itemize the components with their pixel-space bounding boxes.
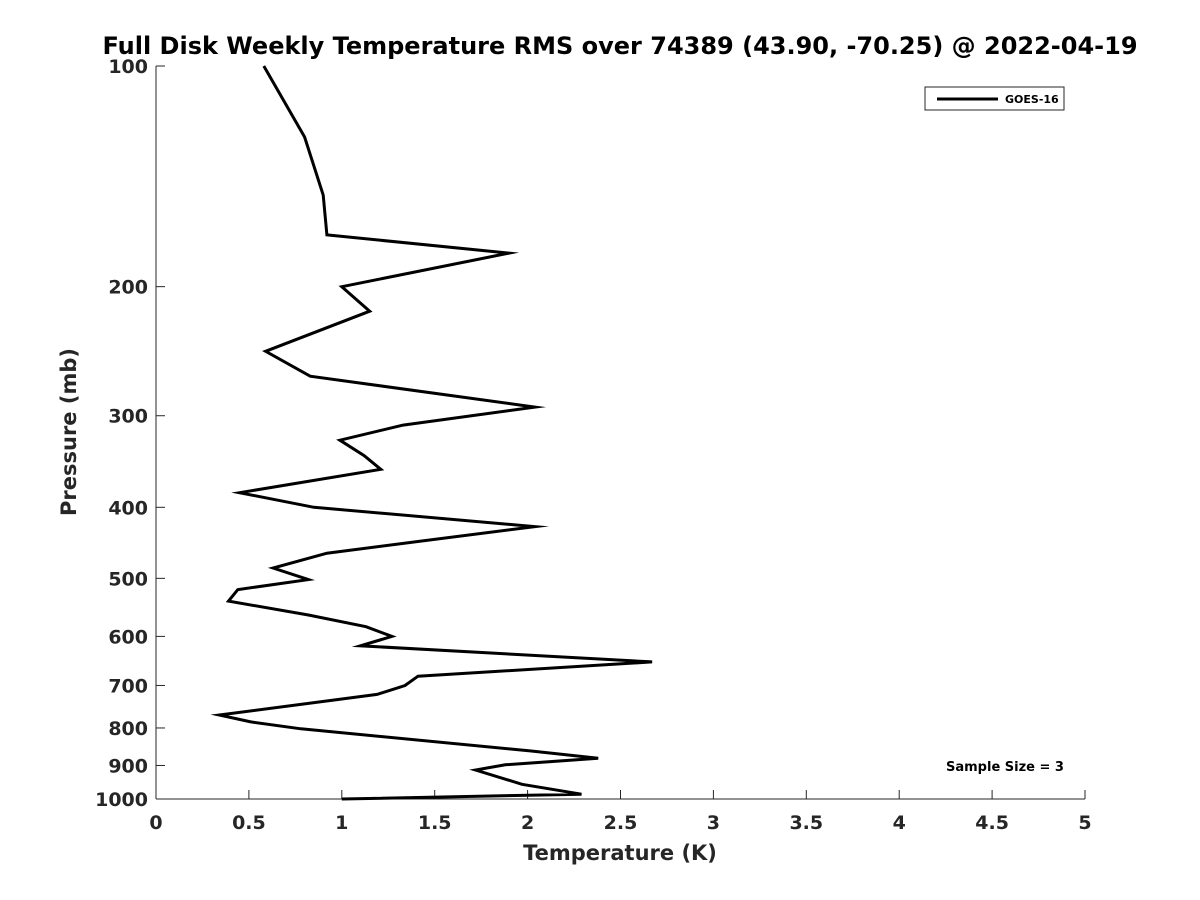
- x-tick-label: 3: [707, 812, 720, 834]
- y-tick-label: 300: [108, 406, 148, 428]
- x-tick-label: 1: [335, 812, 348, 834]
- x-tick-label: 4.5: [975, 812, 1009, 834]
- x-tick-label: 4: [893, 812, 906, 834]
- sample-size-annotation: Sample Size = 3: [946, 760, 1064, 775]
- x-tick-label: 2.5: [604, 812, 638, 834]
- y-tick-label: 500: [108, 568, 148, 590]
- y-tick-label: 700: [108, 675, 148, 697]
- legend-label-goes-16: GOES-16: [1005, 93, 1059, 106]
- x-axis-label: Temperature (K): [523, 841, 717, 865]
- x-axis-ticks: 0 0.5 1 1.5 2 2.5 3 3.5 4 4.5 5: [149, 790, 1092, 834]
- y-tick-label: 1000: [95, 789, 148, 811]
- y-tick-label: 400: [108, 497, 148, 519]
- y-tick-label: 800: [108, 718, 148, 740]
- chart-title: Full Disk Weekly Temperature RMS over 74…: [102, 32, 1137, 60]
- series-line-goes-16: [210, 65, 653, 801]
- x-tick-label: 3.5: [789, 812, 823, 834]
- x-tick-label: 5: [1078, 812, 1091, 834]
- y-tick-label: 600: [108, 626, 148, 648]
- series-layer: [210, 65, 653, 801]
- y-tick-label: 200: [108, 277, 148, 299]
- y-axis-ticks: 100 200 300 400 500 600 700 800 900 1000: [95, 56, 165, 811]
- y-tick-label: 900: [108, 755, 148, 777]
- y-axis-label: Pressure (mb): [57, 348, 81, 516]
- legend: GOES-16: [924, 86, 1065, 111]
- x-tick-label: 0: [149, 812, 162, 834]
- x-tick-label: 1.5: [418, 812, 452, 834]
- x-tick-label: 0.5: [232, 812, 266, 834]
- x-tick-label: 2: [521, 812, 534, 834]
- y-tick-label: 100: [108, 56, 148, 78]
